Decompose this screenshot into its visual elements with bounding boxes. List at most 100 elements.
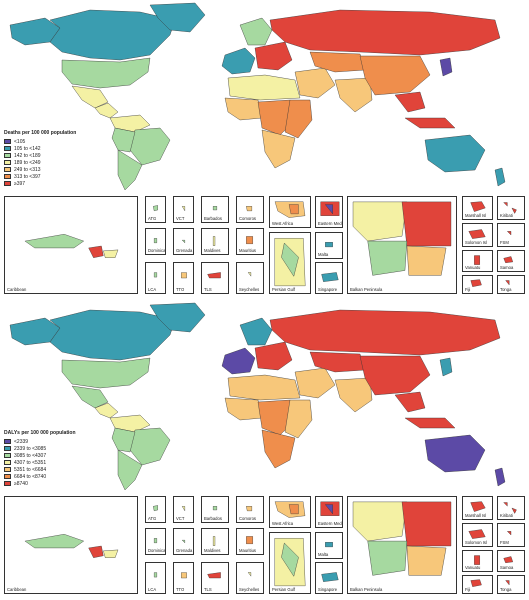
inset-label: VCT: [176, 215, 185, 221]
inset-map: [470, 201, 486, 212]
inset-map: [181, 206, 186, 212]
legend-label: 4307 to <5351: [14, 459, 47, 466]
inset-region: [468, 229, 486, 239]
inset-region: [246, 536, 253, 544]
inset-region: [181, 539, 186, 544]
region-china: [359, 355, 431, 396]
region-greenland: [149, 302, 206, 333]
inset-label: Caribbean: [7, 286, 27, 292]
inset-region: [181, 506, 186, 512]
inset-label: LCA: [148, 586, 157, 592]
inset-map: [474, 555, 480, 565]
legend-item: ≥8740: [4, 480, 124, 487]
inset-region: [506, 531, 512, 536]
inset-dominica: Dominica: [145, 528, 166, 555]
inset-mauritius: Mauritius: [236, 228, 264, 255]
inset-map: [153, 505, 158, 512]
inset-maps: Caribbean ATG VCT Barbados Comoros West Afric…: [0, 196, 529, 300]
region-nz: [494, 467, 506, 487]
inset-map: [153, 572, 158, 578]
inset-region: [503, 202, 508, 207]
inset-map: [153, 272, 158, 278]
inset-region: [153, 272, 158, 278]
inset-region: [503, 256, 514, 264]
inset-map: [181, 572, 187, 579]
inset-region: [24, 534, 85, 549]
region-china: [359, 55, 431, 96]
inset-region: [352, 501, 408, 542]
legend-swatch: [4, 481, 11, 486]
region-middle-east: [294, 67, 336, 99]
inset-region: [474, 255, 480, 265]
inset-map: [506, 531, 512, 536]
inset-region: [324, 204, 333, 215]
inset-region: [288, 504, 299, 515]
inset-map: [274, 538, 306, 587]
inset-map: [181, 506, 186, 512]
inset-map: [505, 280, 510, 286]
inset-region: [153, 505, 158, 512]
region-russia: [269, 309, 501, 356]
inset-map: [181, 539, 186, 544]
inset-region: [505, 580, 510, 586]
inset-tonga: Tonga: [497, 575, 525, 594]
legend-swatch: [4, 160, 11, 165]
inset-grenada: Grenada: [173, 228, 194, 255]
legend-label: <2339: [14, 438, 29, 445]
inset-region: [212, 206, 218, 211]
region-japan: [439, 57, 453, 77]
legend-label: 189 to <249: [14, 159, 41, 166]
inset-tls: TLS: [201, 562, 229, 594]
inset-vct: VCT: [173, 496, 194, 523]
region-central-am: [94, 402, 119, 419]
inset-region: [88, 545, 104, 558]
legend-label: 313 to <397: [14, 173, 41, 180]
inset-label: Samoa: [500, 564, 514, 570]
inset-map: [352, 201, 452, 276]
inset-region: [103, 549, 119, 558]
region-mexico: [71, 85, 109, 109]
inset-region: [212, 536, 216, 546]
inset-label: Caribbean: [7, 586, 27, 592]
legend-swatch: [4, 174, 11, 179]
inset-label: ATG: [148, 215, 157, 221]
region-west-africa: [224, 97, 263, 121]
region-west-europe: [221, 47, 256, 75]
inset-label: Dominica: [148, 247, 166, 253]
region-east-africa: [284, 99, 313, 139]
inset-label: Fiji: [465, 586, 471, 592]
inset-tonga: Tonga: [497, 275, 525, 294]
world-map: [0, 0, 529, 195]
inset-atg: ATG: [145, 496, 166, 523]
legend-item: 6684 to <8740: [4, 473, 124, 480]
legend-item: ≥397: [4, 180, 124, 187]
legend-item: <105: [4, 138, 124, 145]
legend-swatch: [4, 153, 11, 158]
inset-label: Mauritius: [239, 547, 256, 553]
inset-label: TTO: [176, 286, 185, 292]
region-south-am-n: [109, 114, 151, 133]
inset-label: Singapore: [318, 286, 338, 292]
inset-map: [468, 229, 486, 239]
inset-map: [181, 272, 187, 279]
inset-region: [503, 556, 514, 564]
region-australia: [424, 434, 486, 473]
inset-comoros: Comoros: [236, 496, 264, 523]
inset-map: [24, 234, 119, 258]
inset-region: [325, 542, 333, 548]
inset-mauritius: Mauritius: [236, 528, 264, 555]
inset-map: [325, 242, 333, 248]
inset-label: Kiribati: [500, 512, 513, 518]
region-west-africa: [224, 397, 263, 421]
legend-item: 4307 to <5351: [4, 459, 124, 466]
inset-label: Eastern Mediterranean: [318, 220, 342, 226]
inset-map: [247, 272, 252, 277]
inset-region: [153, 572, 158, 578]
legend-rows: <2339 2339 to <3085 3085 to <4307 4307 to <…: [4, 438, 124, 487]
inset-region: [207, 272, 221, 279]
inset-label: Solomon Isl: [465, 239, 487, 245]
legend-swatch: [4, 181, 11, 186]
region-east-africa: [284, 399, 313, 439]
region-south-am-s: [111, 127, 136, 153]
inset-solomon: Solomon Isl: [462, 223, 493, 247]
